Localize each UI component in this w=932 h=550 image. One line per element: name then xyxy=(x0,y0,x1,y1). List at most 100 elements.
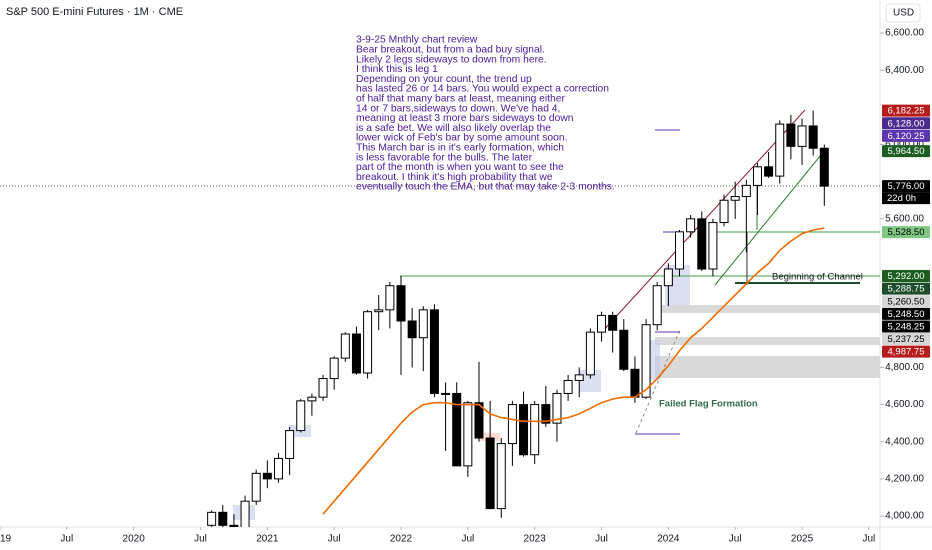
candle-body xyxy=(207,511,217,526)
x-tick-label: Jul xyxy=(60,534,73,545)
price-tag-label: 5,528.50 xyxy=(888,227,925,238)
price-tag xyxy=(882,145,930,158)
candle-body xyxy=(396,285,406,322)
candle-body xyxy=(663,268,673,287)
candle-body xyxy=(585,331,595,376)
price-tag xyxy=(882,320,930,333)
candle-body xyxy=(808,125,818,149)
price-tag-label: 5,288.75 xyxy=(888,284,925,295)
candle-body xyxy=(363,311,373,374)
price-tag-label: 5,776.00 xyxy=(888,181,925,192)
y-tick-label: 4,600.00 xyxy=(885,399,924,410)
candle-body xyxy=(318,378,328,398)
x-tick-label: Jul xyxy=(862,534,875,545)
candle-body xyxy=(218,511,228,526)
candle-body xyxy=(719,199,729,224)
x-tick-label: Jul xyxy=(461,534,474,545)
candle-body xyxy=(485,437,495,510)
candle-body xyxy=(574,374,584,381)
candle-body xyxy=(273,457,283,480)
x-tick-label: 2022 xyxy=(390,534,413,545)
x-tick-label: Jul xyxy=(328,534,341,545)
candle-body xyxy=(374,309,384,313)
price-tag-label: 5,248.50 xyxy=(888,309,925,320)
candle-body xyxy=(708,222,718,270)
x-tick-label: 2021 xyxy=(256,534,279,545)
annotation-text: has lasted 26 or 14 bars. You would expe… xyxy=(356,84,609,95)
price-tag xyxy=(882,282,930,295)
candle-body xyxy=(296,400,306,432)
price-tag-label: 5,964.50 xyxy=(888,146,925,157)
drawings xyxy=(0,109,880,527)
candle-body xyxy=(674,231,684,270)
candle-body xyxy=(240,500,250,527)
annotation-text: I think this is leg 1 xyxy=(356,64,438,75)
flag-line xyxy=(635,329,681,434)
price-tag xyxy=(882,104,930,117)
candle-body xyxy=(407,320,417,339)
y-tick-label: 4,800.00 xyxy=(885,362,924,373)
annotation-text: part of the month is when you want to se… xyxy=(356,162,564,173)
candle-body xyxy=(741,184,751,198)
price-tag-label: 6,128.00 xyxy=(888,118,925,129)
countdown-box xyxy=(882,192,930,205)
price-tag xyxy=(882,180,930,193)
price-tag xyxy=(882,295,930,308)
x-tick-label: Jul xyxy=(194,534,207,545)
candles xyxy=(207,110,829,527)
price-tag xyxy=(882,226,930,239)
x-tick-label: Jul xyxy=(595,534,608,545)
price-tag-label: 5,248.25 xyxy=(888,321,925,332)
candle-body xyxy=(764,166,774,177)
candle-body xyxy=(385,285,395,311)
candle-body xyxy=(686,218,696,233)
annotation-label: Failed Flag Formation xyxy=(659,399,758,410)
zone xyxy=(655,305,880,313)
annotation-label: Beginning of Channel xyxy=(772,272,863,283)
candle-body xyxy=(775,123,785,177)
candle-body xyxy=(530,404,540,456)
candle-body xyxy=(474,402,484,439)
candle-body xyxy=(641,324,651,398)
zone xyxy=(655,356,880,378)
candle-body xyxy=(329,357,339,380)
y-tick-label: 4,000.00 xyxy=(885,511,924,522)
x-tick-label: 2020 xyxy=(123,534,146,545)
candle-body xyxy=(285,430,295,459)
price-tag xyxy=(882,270,930,283)
y-tick-label: 6,000.00 xyxy=(885,139,924,150)
annotation-text: 3-9-25 Mnthly chart review xyxy=(356,35,478,46)
candle-body xyxy=(452,392,462,467)
price-tag-label: 5,292.00 xyxy=(888,271,925,282)
candle-body xyxy=(441,392,451,395)
candle-body xyxy=(619,329,629,370)
channel-line xyxy=(714,149,826,286)
candle-body xyxy=(463,402,473,467)
currency-box xyxy=(885,3,921,23)
price-tag-label: 5,237.25 xyxy=(888,334,925,345)
annotation-text: of half that many bars at least, meaning… xyxy=(356,94,565,105)
candle-body xyxy=(819,147,829,187)
x-tick-label: 2023 xyxy=(524,534,547,545)
price-tag xyxy=(882,117,930,130)
candle-body xyxy=(730,196,740,201)
candle-body xyxy=(340,333,350,359)
candle-body xyxy=(418,309,428,339)
y-tick-label: 4,400.00 xyxy=(885,436,924,447)
countdown: 22d 0h xyxy=(887,193,916,204)
zone xyxy=(655,337,880,345)
price-tag-label: 6,120.25 xyxy=(888,131,925,142)
price-tag-label: 4,987.75 xyxy=(888,347,925,358)
annotation-text: breakout. I think it's high probability … xyxy=(356,172,553,183)
candle-body xyxy=(797,125,807,147)
y-tick-label: 4,200.00 xyxy=(885,474,924,485)
candle-body xyxy=(697,218,707,270)
annotation-text: is a safe bet. We will also likely overl… xyxy=(356,123,551,134)
annotation-text: 14 or 7 bars,sideways to down. We've had… xyxy=(356,103,560,114)
annotation-text: Likely 2 legs sideways to down from here… xyxy=(356,54,547,65)
y-tick-label: 6,600.00 xyxy=(885,28,924,39)
y-tick-label: 5,600.00 xyxy=(885,213,924,224)
price-tag xyxy=(882,345,930,358)
candle-body xyxy=(496,443,506,510)
